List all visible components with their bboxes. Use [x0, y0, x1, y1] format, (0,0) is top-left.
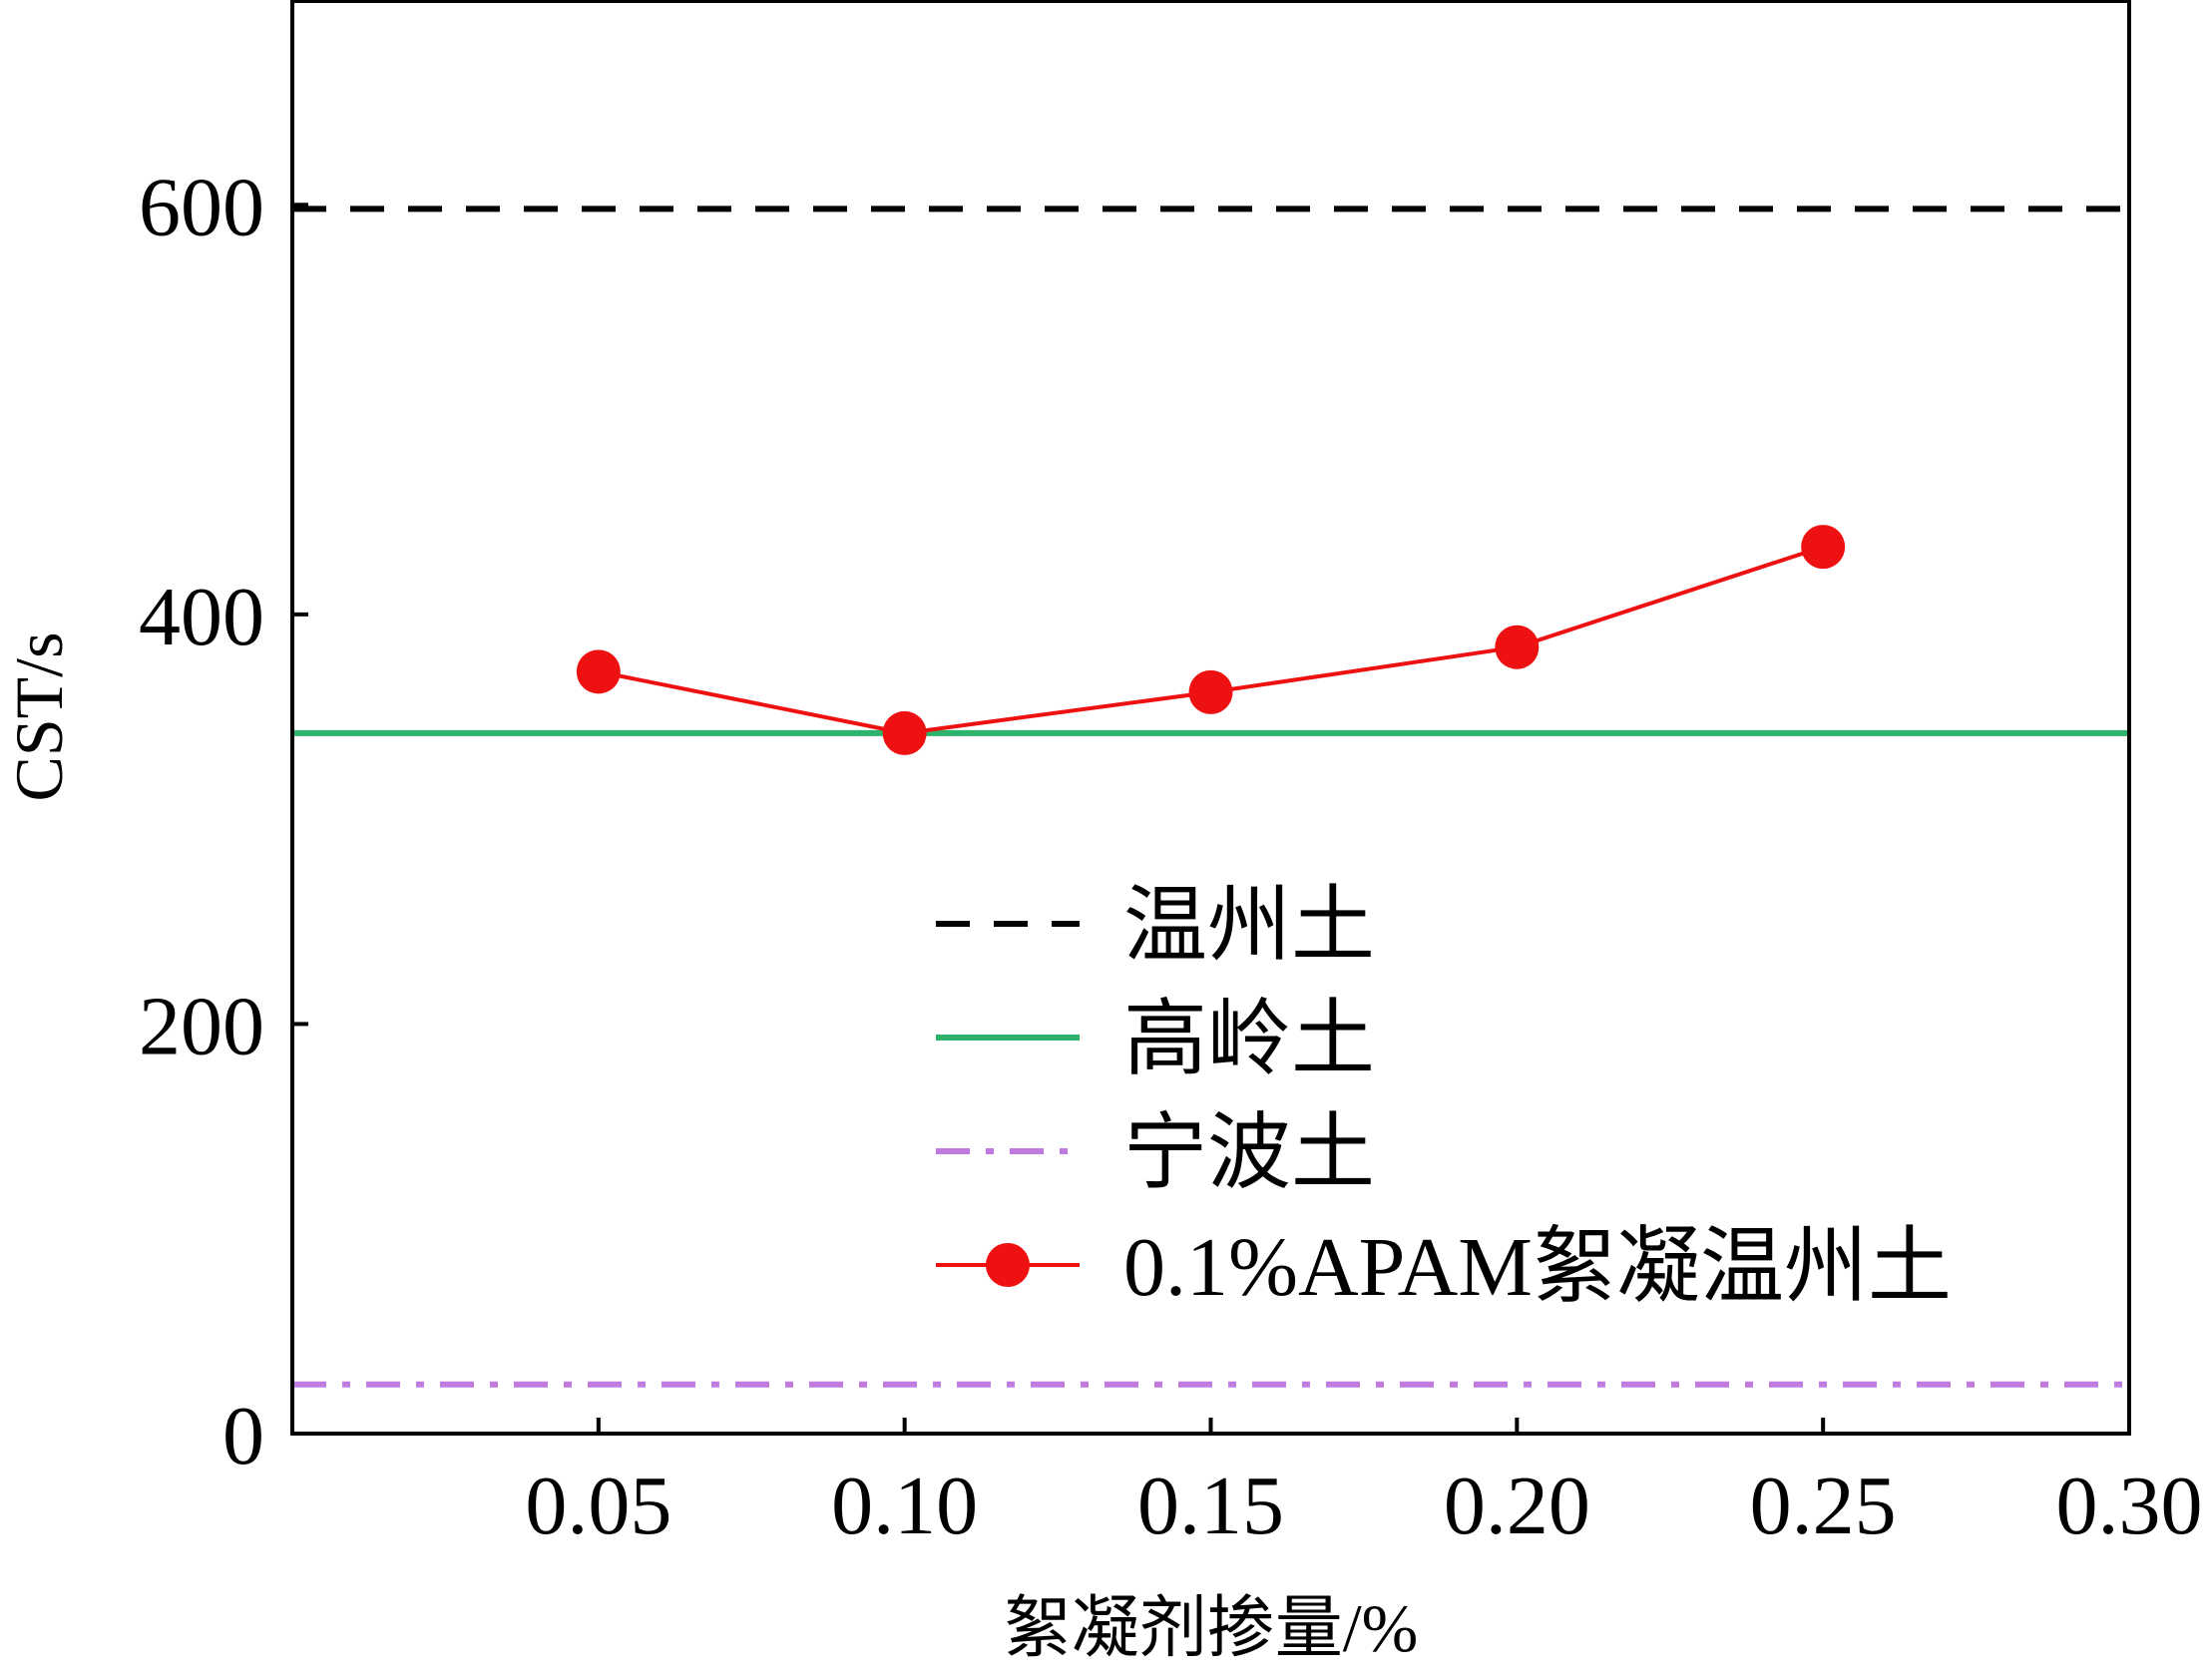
y-axis-label: CST/s	[1, 631, 77, 801]
plot-frame	[290, 0, 2131, 1436]
legend-label-3: 宁波土	[1123, 1107, 1375, 1200]
data-point-5	[1801, 525, 1846, 570]
legend-marker	[986, 1243, 1030, 1287]
legend-label-1: 温州土	[1123, 880, 1375, 973]
plot-area	[292, 206, 2129, 1388]
legend-label-4: 0.1%APAM絮凝温州土	[1123, 1221, 1952, 1314]
x-axis-label: 絮凝剂掺量/%	[1004, 1590, 1419, 1666]
y-tick-label: 0	[222, 1390, 264, 1482]
x-tick-label: 0.05	[525, 1460, 671, 1552]
x-tick-label: 0.20	[1444, 1460, 1590, 1552]
x-tick-label: 0.25	[1750, 1460, 1897, 1552]
x-tick-label: 0.10	[831, 1460, 978, 1552]
data-point-2	[882, 710, 927, 755]
y-tick-label: 600	[139, 161, 264, 253]
data-point-3	[1188, 669, 1233, 714]
x-tick-label: 0.15	[1137, 1460, 1284, 1552]
y-tick-label: 200	[139, 980, 264, 1072]
axes: 0.05 0.10 0.15 0.20 0.25 0.30 0 200 400 600	[139, 0, 2203, 1552]
legend-label-2: 高岭土	[1123, 994, 1375, 1086]
data-point-4	[1495, 625, 1540, 669]
data-point-1	[576, 649, 621, 694]
y-tick-label: 400	[139, 571, 264, 663]
x-tick-label: 0.30	[2056, 1460, 2203, 1552]
